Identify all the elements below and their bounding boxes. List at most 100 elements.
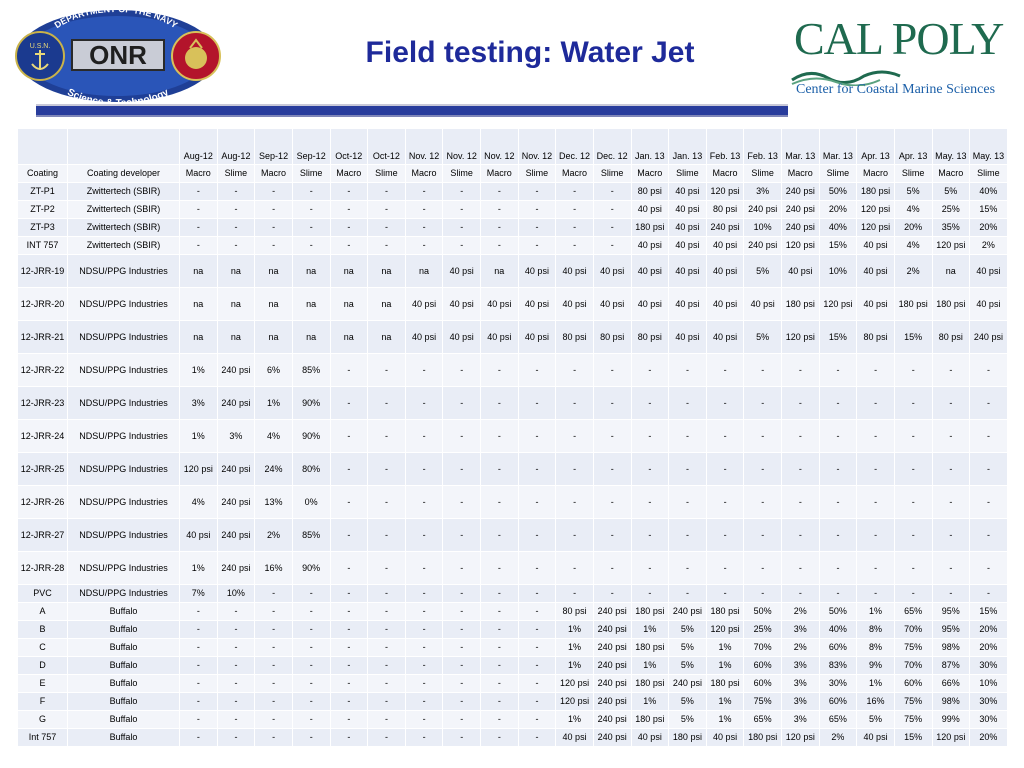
value-cell: na [254,254,293,288]
value-cell: - [404,551,444,585]
value-cell: - [442,620,481,639]
table-row: E Buffalo - - - - - - - - - -120 psi 240 psi 180 psi 2… [17,674,1008,693]
value-cell: - [592,452,632,486]
value-cell: - [442,218,481,237]
month-header-cell: Oct-12 [367,128,406,165]
value-cell: - [442,236,481,255]
value-cell: - [179,218,218,237]
value-cell: - [442,419,481,453]
type-header-cell: Slime [818,164,858,183]
value-cell: - [931,518,971,552]
value-cell: - [705,419,745,453]
value-cell: 1% [630,620,670,639]
value-cell: - [555,182,594,201]
value-cell: - [743,485,782,519]
developer-cell: Buffalo [67,656,180,675]
value-cell: - [291,182,331,201]
value-cell: - [367,710,406,729]
value-cell: - [517,200,557,219]
value-cell: 180 psi [668,728,707,747]
calpoly-logo: CAL POLY Center for Coastal Marine Scien… [790,10,1018,102]
value-cell: 1% [555,710,594,729]
table-row: PVC NDSU/PPG Industries 7% 10% - - - - - - - - - - - - -… [17,584,1008,603]
value-cell: 1% [179,551,218,585]
value-cell: - [329,656,369,675]
value-cell: - [367,419,406,453]
value-cell: - [668,353,707,387]
value-cell: - [367,551,406,585]
value-cell: 4% [893,200,933,219]
value-cell: - [442,200,481,219]
value-cell: - [216,182,256,201]
value-cell: 1% [555,620,594,639]
value-cell: - [404,353,444,387]
value-cell: 40 psi [668,236,707,255]
value-cell: 240 psi [668,602,707,621]
value-cell: 60% [818,638,858,657]
value-cell: - [592,182,632,201]
value-cell: - [404,620,444,639]
value-cell: - [367,584,406,603]
value-cell: - [893,419,933,453]
value-cell: 4% [254,419,293,453]
value-cell: - [254,728,293,747]
value-cell: - [743,551,782,585]
month-header-cell: Aug-12 [216,128,256,165]
value-cell: 85% [291,353,331,387]
onr-text: ONR [89,40,147,70]
value-cell: 90% [291,386,331,420]
month-header-cell: Nov. 12 [480,128,519,165]
coating-cell: 12-JRR-24 [17,419,68,453]
value-cell: - [668,386,707,420]
value-cell: 240 psi [216,353,256,387]
value-cell: - [480,353,519,387]
value-cell: 180 psi [630,602,670,621]
value-cell: - [668,551,707,585]
value-cell: na [291,320,331,354]
value-cell: 1% [856,674,895,693]
value-cell: 40% [969,182,1008,201]
type-header-cell: Macro [856,164,895,183]
value-cell: - [329,218,369,237]
value-cell: 3% [781,674,820,693]
value-cell: 240 psi [743,236,782,255]
value-cell: - [480,485,519,519]
value-cell: - [969,419,1008,453]
value-cell: na [254,287,293,321]
value-cell: 2% [781,602,820,621]
value-cell: 5% [668,710,707,729]
value-cell: - [969,353,1008,387]
value-cell: na [367,254,406,288]
value-cell: - [480,218,519,237]
value-cell: - [480,656,519,675]
coating-cell: B [17,620,68,639]
value-cell: 40 psi [668,218,707,237]
value-cell: 120 psi [781,728,820,747]
value-cell: - [555,452,594,486]
value-cell: 15% [818,236,858,255]
value-cell: - [480,620,519,639]
value-cell: 40 psi [630,287,670,321]
value-cell: - [367,485,406,519]
value-cell: - [592,584,632,603]
value-cell: - [404,602,444,621]
table-row: A Buffalo - - - - - - - - - -80 psi 240 psi 180 psi 24… [17,602,1008,621]
value-cell: 120 psi [818,287,858,321]
value-cell: - [555,353,594,387]
value-cell: 180 psi [630,674,670,693]
value-cell: - [705,386,745,420]
value-cell: 60% [743,674,782,693]
type-header-cell: Macro [179,164,218,183]
value-cell: - [329,419,369,453]
value-cell: - [179,728,218,747]
value-cell: 120 psi [555,674,594,693]
title-underline [36,104,788,117]
value-cell: - [818,485,858,519]
value-cell: - [592,353,632,387]
value-cell: 80 psi [555,602,594,621]
value-cell: 3% [781,620,820,639]
value-cell: - [630,353,670,387]
value-cell: 40 psi [668,254,707,288]
table-row: 12-JRR-28 NDSU/PPG Industries 1% 240 psi 16%… [17,551,1008,585]
value-cell: 16% [856,692,895,711]
